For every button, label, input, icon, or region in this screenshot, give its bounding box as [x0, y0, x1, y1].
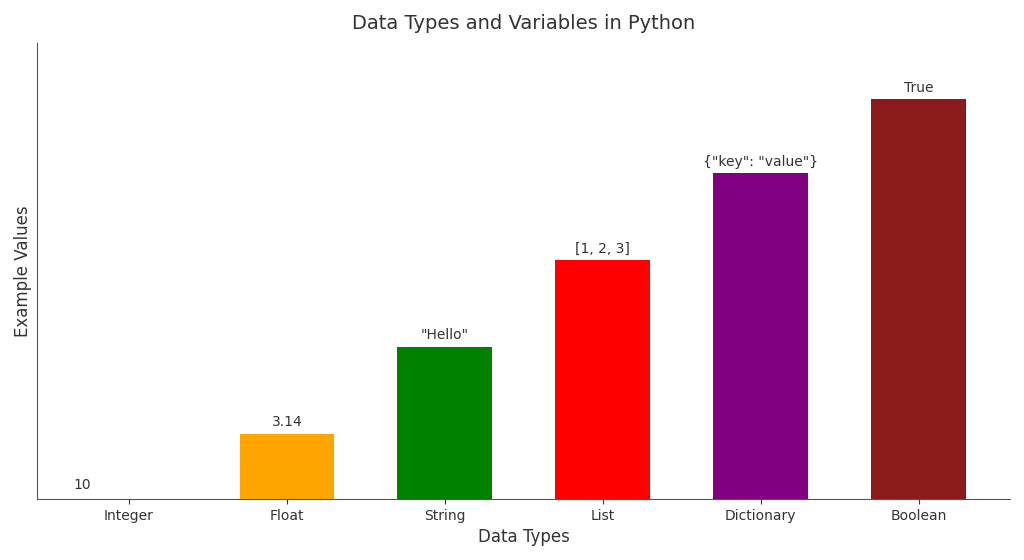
Text: [1, 2, 3]: [1, 2, 3] [575, 241, 630, 255]
Text: 3.14: 3.14 [271, 416, 302, 430]
X-axis label: Data Types: Data Types [478, 528, 569, 546]
Bar [871, 99, 966, 499]
Bar [240, 433, 334, 499]
Bar [714, 173, 808, 499]
Text: True: True [904, 81, 933, 95]
Bar [397, 347, 493, 499]
Text: {"key": "value"}: {"key": "value"} [703, 155, 818, 169]
Text: 10: 10 [74, 478, 91, 492]
Title: Data Types and Variables in Python: Data Types and Variables in Python [352, 14, 695, 33]
Bar [555, 260, 650, 499]
Text: "Hello": "Hello" [421, 329, 469, 343]
Y-axis label: Example Values: Example Values [14, 205, 32, 337]
